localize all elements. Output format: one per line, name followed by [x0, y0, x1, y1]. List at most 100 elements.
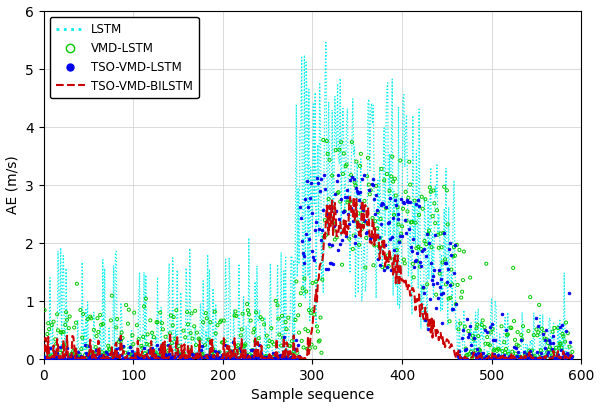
Point — [352, 188, 362, 194]
Point — [277, 355, 287, 362]
Point — [482, 334, 492, 340]
Point — [215, 348, 224, 355]
Point — [49, 355, 58, 362]
Point — [55, 344, 65, 350]
Point — [488, 355, 498, 361]
Point — [140, 355, 150, 362]
Point — [67, 352, 76, 358]
Point — [221, 353, 230, 360]
Point — [58, 354, 67, 360]
Point — [317, 276, 327, 283]
Point — [223, 353, 232, 360]
Point — [497, 311, 507, 317]
Point — [97, 349, 107, 355]
Point — [565, 339, 574, 346]
Point — [61, 356, 70, 362]
Point — [306, 310, 316, 316]
Point — [406, 243, 416, 250]
Point — [523, 355, 532, 361]
Point — [112, 349, 122, 356]
Point — [46, 353, 56, 359]
Point — [94, 329, 103, 335]
Point — [59, 353, 68, 359]
Point — [328, 242, 337, 248]
Point — [255, 353, 265, 360]
Point — [401, 188, 410, 195]
Point — [329, 223, 339, 229]
Point — [462, 352, 472, 359]
Point — [112, 324, 121, 331]
Point — [432, 207, 442, 213]
Point — [437, 259, 447, 266]
Point — [229, 356, 238, 362]
Point — [452, 350, 461, 357]
Point — [44, 326, 54, 333]
Point — [128, 348, 137, 355]
Point — [178, 350, 187, 356]
Point — [435, 284, 445, 290]
Point — [388, 178, 398, 185]
Point — [426, 260, 436, 266]
Point — [557, 344, 566, 351]
Point — [68, 348, 78, 354]
Point — [398, 206, 408, 212]
Point — [508, 348, 517, 355]
Point — [347, 173, 357, 180]
Point — [62, 317, 72, 323]
Point — [201, 352, 211, 358]
Point — [96, 322, 106, 328]
Point — [265, 338, 274, 344]
Point — [472, 325, 481, 332]
Point — [178, 352, 187, 358]
Point — [452, 242, 461, 248]
Point — [464, 334, 473, 341]
Point — [243, 307, 253, 314]
Point — [208, 350, 217, 356]
Point — [75, 351, 85, 358]
Point — [176, 354, 185, 360]
Point — [224, 355, 234, 362]
Point — [61, 350, 71, 357]
Point — [407, 248, 417, 255]
Point — [446, 252, 456, 258]
Point — [485, 342, 494, 348]
Point — [434, 244, 443, 251]
Point — [528, 354, 538, 361]
Point — [505, 355, 514, 361]
Point — [89, 326, 98, 333]
Point — [238, 310, 247, 317]
Point — [311, 218, 321, 225]
Point — [519, 355, 529, 361]
Point — [96, 355, 106, 361]
Point — [400, 260, 410, 267]
Point — [428, 187, 438, 194]
Point — [41, 353, 51, 360]
Point — [170, 355, 179, 361]
Point — [282, 356, 292, 362]
Point — [292, 278, 301, 285]
Point — [419, 285, 428, 291]
Point — [206, 351, 215, 358]
Point — [463, 315, 472, 322]
Point — [175, 352, 185, 358]
Point — [419, 290, 429, 297]
Point — [527, 347, 537, 354]
Point — [368, 182, 378, 188]
Point — [551, 355, 561, 362]
Point — [524, 328, 533, 334]
Point — [57, 355, 67, 362]
Point — [313, 328, 323, 335]
Point — [466, 348, 476, 355]
Point — [415, 258, 425, 265]
Point — [105, 346, 115, 353]
Point — [148, 344, 157, 351]
Point — [275, 352, 285, 358]
Point — [504, 354, 514, 360]
Point — [461, 345, 470, 352]
Point — [192, 354, 202, 361]
Point — [195, 353, 205, 360]
Point — [464, 351, 474, 357]
Point — [473, 346, 482, 352]
Point — [404, 226, 414, 232]
Point — [135, 355, 145, 362]
